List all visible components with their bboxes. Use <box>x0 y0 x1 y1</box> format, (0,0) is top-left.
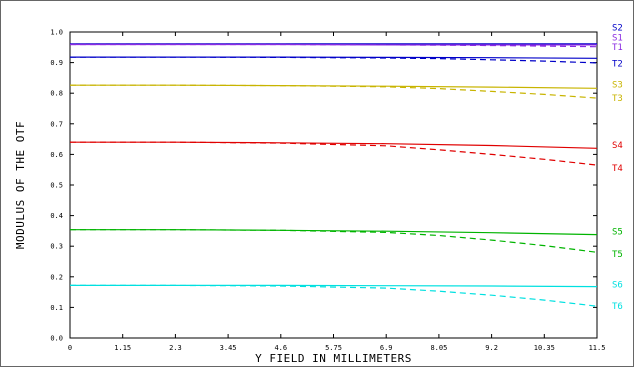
axis-ticks: 0 1.15 2.3 3.45 4.6 5.75 6.9 8.05 9.2 10.35 11.5 0.… <box>50 29 605 353</box>
series-label-t1: T1 <box>612 43 623 53</box>
series-line-s4-sagittal <box>70 141 598 149</box>
series-line-t5-tangential <box>70 229 598 253</box>
x-tick-label: 4.6 <box>274 344 287 352</box>
x-tick-label: 3.45 <box>220 344 237 352</box>
series-line-t4-tangential <box>70 141 598 166</box>
y-tick-label: 0.9 <box>50 59 63 67</box>
y-axis-title: MODULUS OF THE OTF <box>14 121 27 249</box>
series-label-s6: S6 <box>612 280 623 290</box>
y-tick-label: 0.4 <box>50 212 63 220</box>
plot-area <box>69 31 598 339</box>
y-tick-label: 0.5 <box>50 182 63 190</box>
series-line-t2-tangential <box>70 56 598 64</box>
series-line-s6-sagittal <box>70 284 598 288</box>
series-label-t5: T5 <box>612 250 623 260</box>
series-label-t3: T3 <box>612 94 623 104</box>
series-lines <box>70 43 598 307</box>
x-tick-label: 2.3 <box>169 344 182 352</box>
series-label-s2: S2 <box>612 23 623 33</box>
series-label-s3: S3 <box>612 81 623 91</box>
y-tick-label: 0.7 <box>50 120 63 128</box>
y-tick-label: 0.1 <box>50 304 63 312</box>
series-label-t2: T2 <box>612 60 623 70</box>
plot-border <box>69 31 598 339</box>
y-tick-label: 0.3 <box>50 243 63 251</box>
series-label-s4: S4 <box>612 141 623 151</box>
series-line-s5-sagittal <box>70 229 598 236</box>
series-line-t1-tangential <box>70 43 598 48</box>
x-tick-label: 6.9 <box>380 344 393 352</box>
series-line-t6-tangential <box>70 284 598 307</box>
series-label-s5: S5 <box>612 228 623 238</box>
x-tick-label: 9.2 <box>485 344 498 352</box>
y-tick-label: 0.8 <box>50 90 63 98</box>
x-tick-label: 10.35 <box>534 344 555 352</box>
x-tick-label: 1.15 <box>114 344 131 352</box>
series-label-s1: S1 <box>612 34 623 44</box>
x-tick-label: 5.75 <box>325 344 342 352</box>
y-tick-label: 0.2 <box>50 273 63 281</box>
x-axis-title: Y FIELD IN MILLIMETERS <box>255 352 412 365</box>
series-label-t4: T4 <box>612 164 623 174</box>
series-line-t3-tangential <box>70 84 598 99</box>
series-label-t6: T6 <box>612 302 623 312</box>
y-tick-label: 1.0 <box>50 29 63 37</box>
y-tick-label: 0.0 <box>50 335 63 343</box>
x-tick-label: 11.5 <box>589 344 606 352</box>
x-tick-label: 0 <box>68 344 72 352</box>
y-tick-label: 0.6 <box>50 151 63 159</box>
x-tick-label: 8.05 <box>430 344 447 352</box>
